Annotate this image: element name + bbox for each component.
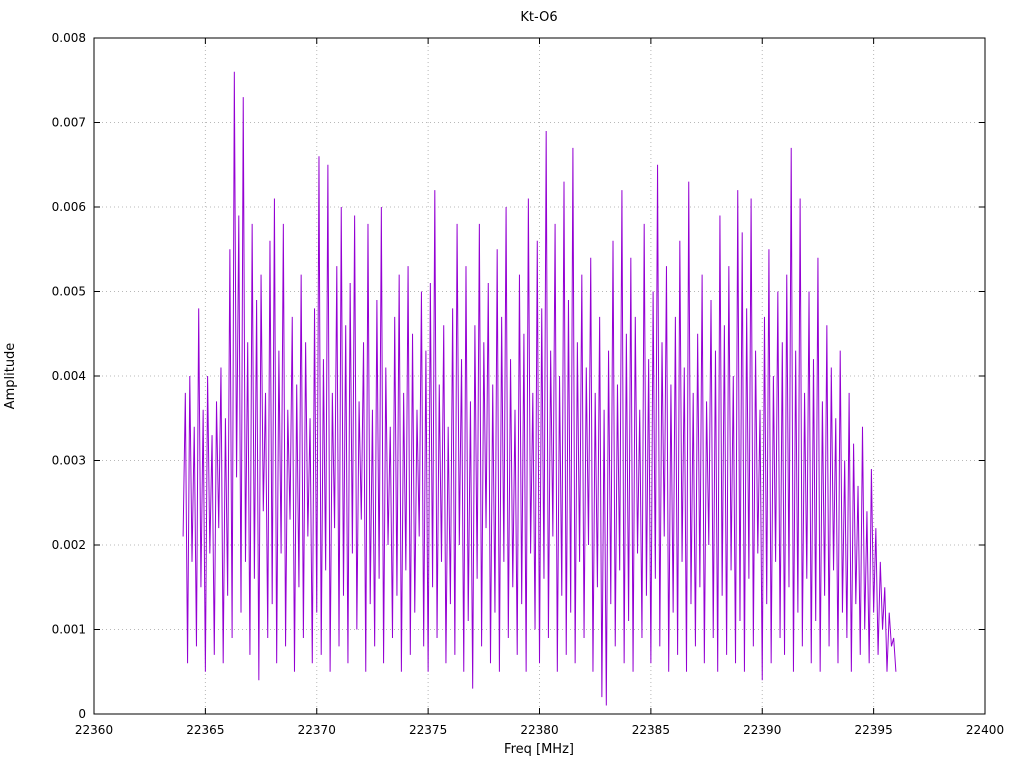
x-tick-label: 22380 xyxy=(520,723,558,737)
y-tick-label: 0.003 xyxy=(52,454,86,468)
x-tick-label: 22375 xyxy=(409,723,447,737)
x-axis-label: Freq [MHz] xyxy=(504,742,574,757)
data-series-line xyxy=(182,71,897,706)
x-tick-label: 22395 xyxy=(855,723,893,737)
tick-labels: 22360 22365 22370 22375 22380 22385 22390 22395… xyxy=(52,31,1004,737)
y-tick-label: 0.004 xyxy=(52,369,86,383)
y-tick-label: 0.006 xyxy=(52,200,86,214)
y-tick-label: 0.005 xyxy=(52,285,86,299)
chart-title: Kt-O6 xyxy=(520,10,557,25)
x-tick-label: 22390 xyxy=(743,723,781,737)
y-tick-label: 0.001 xyxy=(52,623,86,637)
y-tick-label: 0.007 xyxy=(52,116,86,130)
x-tick-label: 22385 xyxy=(632,723,670,737)
x-tick-label: 22360 xyxy=(75,723,113,737)
y-tick-label: 0.008 xyxy=(52,31,86,45)
x-tick-label: 22370 xyxy=(298,723,336,737)
y-tick-label: 0 xyxy=(78,707,86,721)
data-series xyxy=(182,71,897,706)
tick-marks xyxy=(93,37,986,715)
y-axis-label: Amplitude xyxy=(3,343,18,410)
x-tick-label: 22400 xyxy=(966,723,1004,737)
x-tick-label: 22365 xyxy=(186,723,224,737)
y-tick-label: 0.002 xyxy=(52,538,86,552)
